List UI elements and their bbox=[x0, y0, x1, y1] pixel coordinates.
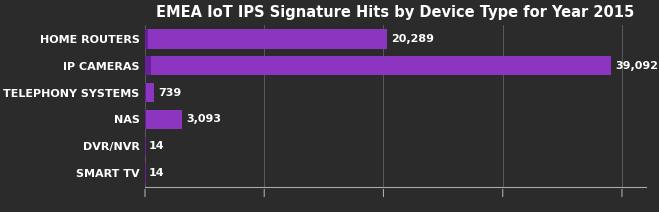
Title: EMEA IoT IPS Signature Hits by Device Type for Year 2015: EMEA IoT IPS Signature Hits by Device Ty… bbox=[156, 5, 635, 20]
Bar bbox=[145, 29, 148, 49]
Text: 39,092: 39,092 bbox=[615, 61, 658, 71]
Bar bbox=[145, 83, 146, 102]
Text: 14: 14 bbox=[149, 168, 165, 178]
Bar bbox=[145, 110, 182, 129]
Text: 20,289: 20,289 bbox=[391, 34, 434, 44]
Text: 14: 14 bbox=[149, 141, 165, 151]
Bar bbox=[145, 137, 146, 156]
Bar bbox=[145, 83, 154, 102]
Bar bbox=[145, 110, 146, 129]
Text: 739: 739 bbox=[158, 88, 181, 98]
Text: 3,093: 3,093 bbox=[186, 114, 221, 124]
Bar bbox=[145, 56, 611, 75]
Bar bbox=[145, 163, 146, 183]
Bar bbox=[145, 29, 387, 49]
Bar bbox=[145, 56, 150, 75]
